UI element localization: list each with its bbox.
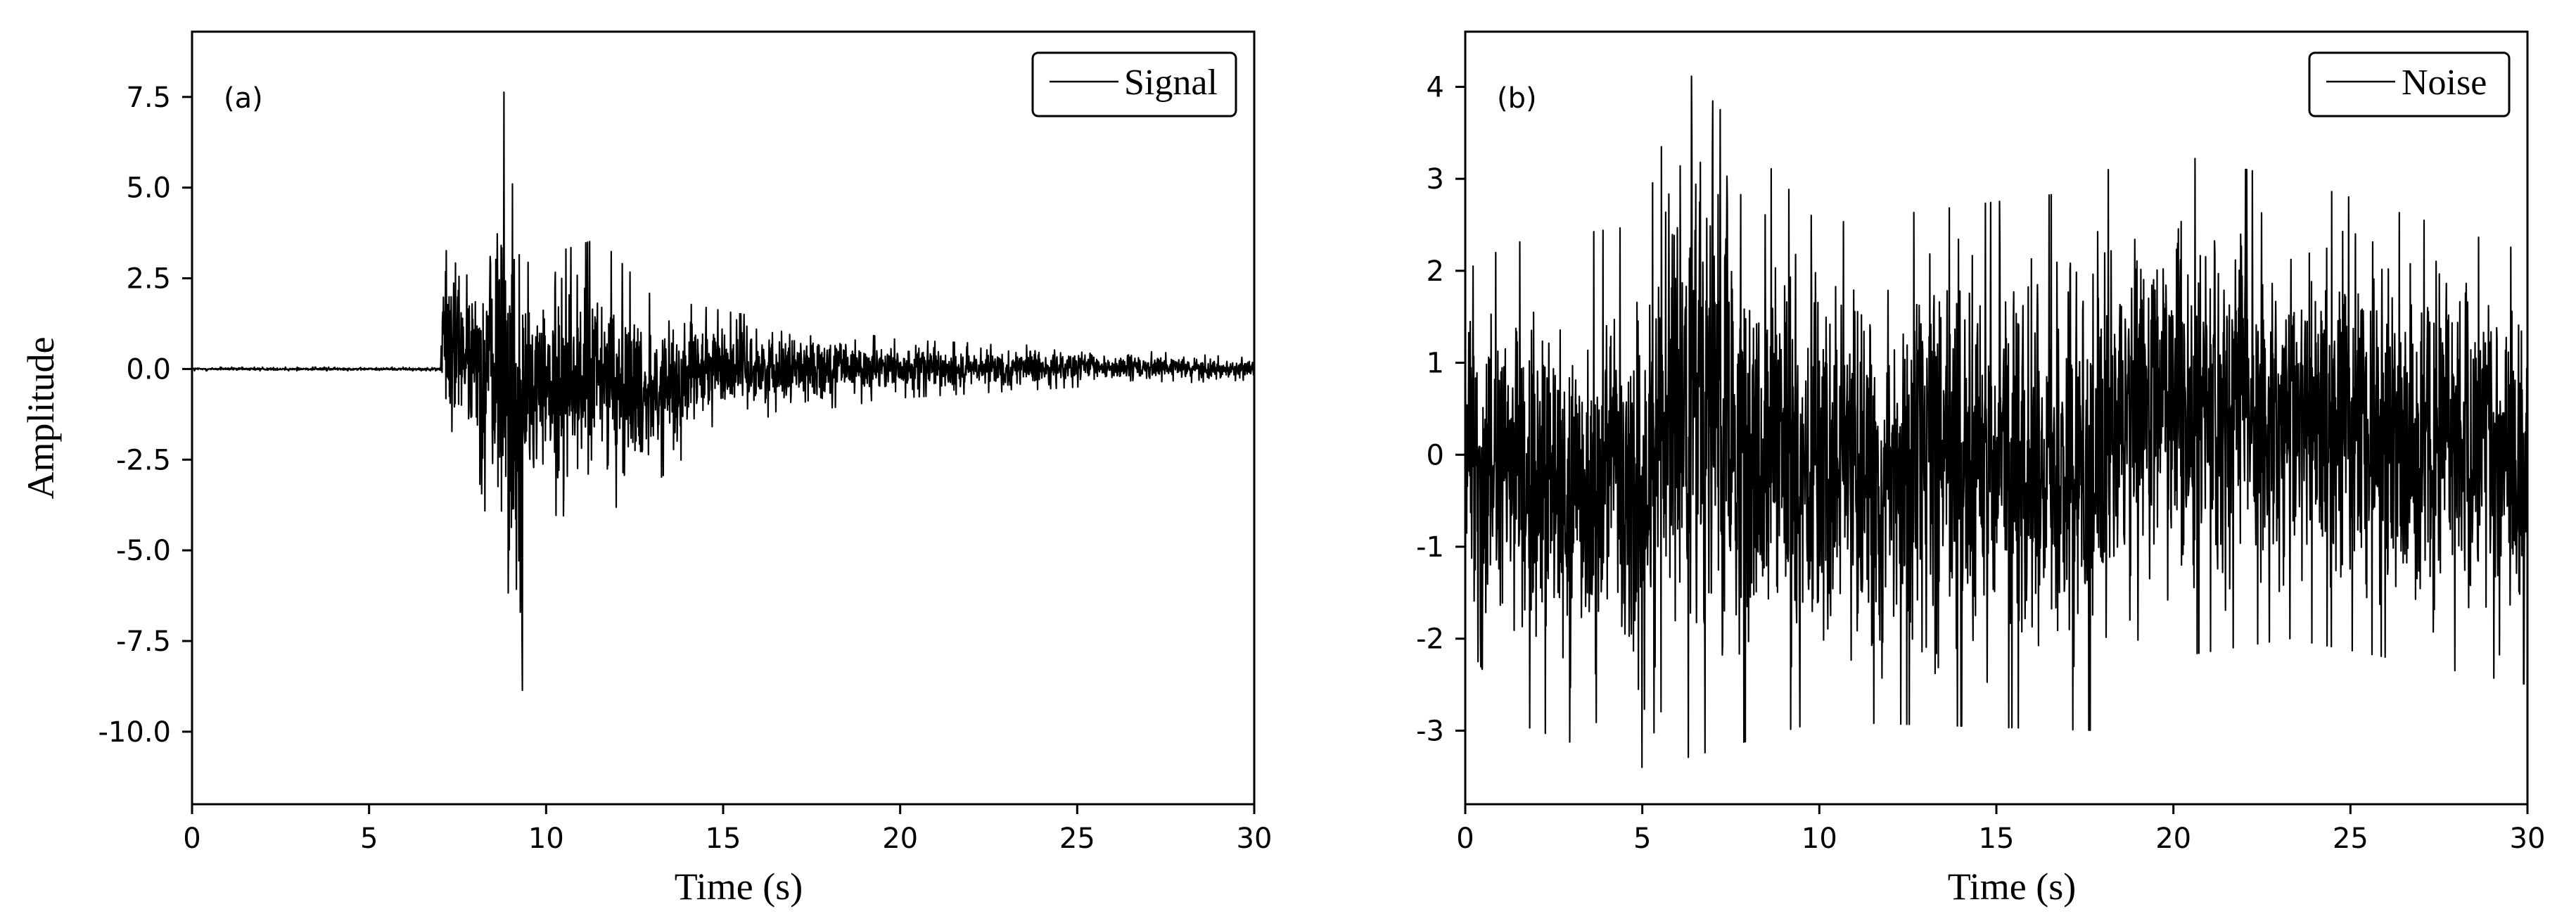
x-tick-label: 15 <box>706 823 741 855</box>
y-tick-label: 7.5 <box>126 82 171 114</box>
x-tick-label: 10 <box>528 823 564 855</box>
axes-frame-a <box>191 30 1256 806</box>
legend-label-noise: Noise <box>2402 63 2487 103</box>
y-tick-label: -1 <box>1416 531 1444 564</box>
panel-a: 0 5 10 15 20 25 30 7.5 5.0 2.5 0.0 -2.5 -5.0 -7.5 -10… <box>20 30 1272 908</box>
y-tick-label: -3 <box>1416 715 1444 747</box>
x-tick-label: 5 <box>1633 823 1651 855</box>
x-tick-label: 5 <box>360 823 378 855</box>
y-tick-label: 4 <box>1427 71 1444 103</box>
y-ticks-a: 7.5 5.0 2.5 0.0 -2.5 -5.0 -7.5 -10.0 <box>98 82 192 749</box>
y-tick-label: 0.0 <box>126 353 171 386</box>
y-tick-label: 0 <box>1427 439 1444 471</box>
y-tick-label: 1 <box>1427 348 1444 380</box>
legend-box-a <box>1031 51 1237 118</box>
y-tick-label: 5.0 <box>126 172 171 205</box>
y-tick-label: -5.0 <box>116 535 171 567</box>
x-tick-label: 20 <box>2155 823 2191 855</box>
y-tick-label: -2 <box>1416 623 1444 656</box>
x-tick-label: 0 <box>183 823 200 855</box>
y-ticks-b: 4 3 2 1 0 -1 -2 -3 <box>1416 71 1465 747</box>
axes-frame-b <box>1464 30 2529 806</box>
x-tick-label: 30 <box>2510 823 2546 855</box>
legend-box-b <box>2308 51 2511 118</box>
y-axis-label-a: Amplitude <box>20 337 62 500</box>
y-tick-label: 2 <box>1427 255 1444 288</box>
x-tick-label: 0 <box>1456 823 1474 855</box>
panel-label-a: (a) <box>224 82 263 115</box>
x-tick-label: 20 <box>882 823 918 855</box>
x-ticks-a: 0 5 10 15 20 25 30 <box>183 804 1272 855</box>
y-tick-label: 3 <box>1427 163 1444 196</box>
panel-label-b: (b) <box>1497 82 1537 115</box>
y-tick-label: -7.5 <box>116 626 171 658</box>
x-tick-label: 10 <box>1802 823 1837 855</box>
x-tick-label: 30 <box>1237 823 1273 855</box>
x-axis-label-a: Time (s) <box>675 865 803 908</box>
x-ticks-b: 0 5 10 15 20 25 30 <box>1456 804 2545 855</box>
y-tick-label: 2.5 <box>126 263 171 296</box>
noise-trace <box>1464 75 2529 768</box>
x-tick-label: 25 <box>2333 823 2368 855</box>
y-tick-label: -2.5 <box>116 444 171 476</box>
signal-trace <box>191 91 1256 692</box>
legend-label-signal: Signal <box>1124 63 1218 103</box>
x-tick-label: 25 <box>1059 823 1095 855</box>
x-tick-label: 15 <box>1979 823 2015 855</box>
y-tick-label: -10.0 <box>98 716 172 749</box>
legend-a: Signal <box>1031 51 1237 118</box>
x-axis-label-b: Time (s) <box>1948 865 2077 908</box>
legend-b: Noise <box>2308 51 2511 118</box>
